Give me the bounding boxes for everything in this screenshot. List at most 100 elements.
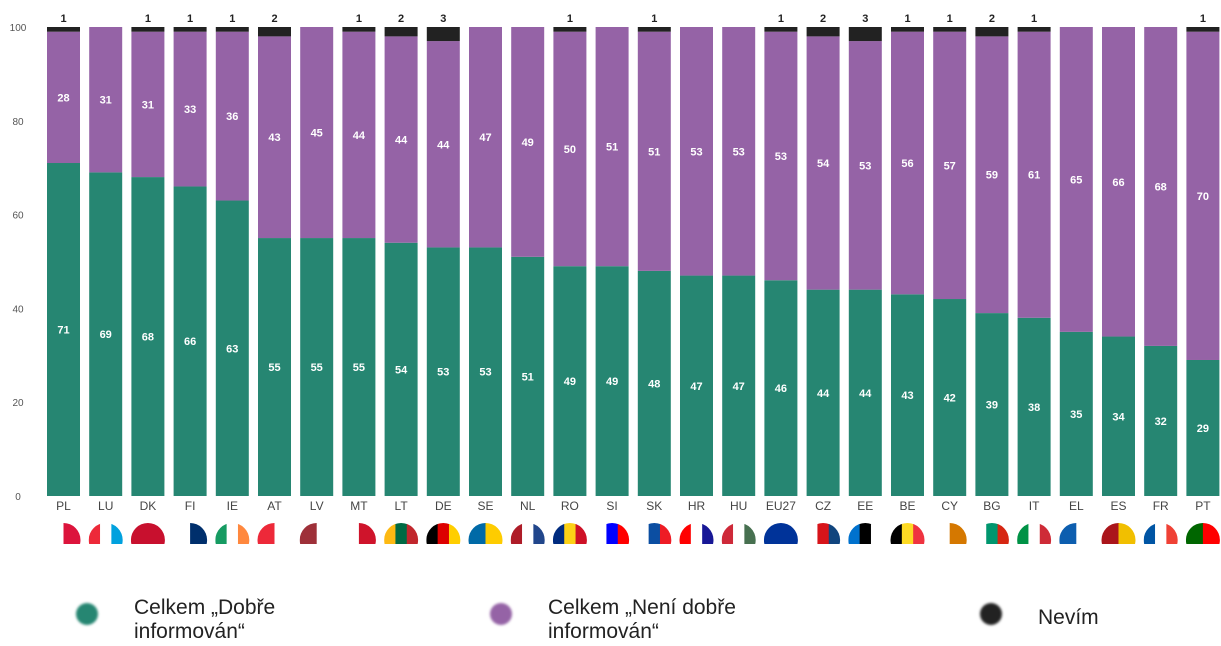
data-label-not-well-informed: 53 <box>859 160 871 172</box>
bar-group-ee: 44 53 3 <box>848 13 882 496</box>
x-tick-label: HR <box>688 499 706 513</box>
data-label-dont-know: 1 <box>187 13 193 25</box>
bar-segment-not-well-informed <box>848 41 882 290</box>
data-label-dont-know: 1 <box>904 13 910 25</box>
bar-group-eu27: 46 53 1 <box>764 13 798 496</box>
data-label-not-well-informed: 44 <box>437 139 450 151</box>
country-flags <box>46 523 1220 544</box>
data-label-not-well-informed: 47 <box>479 132 491 144</box>
bar-segment-dont-know <box>806 27 840 37</box>
data-label-well-informed: 47 <box>733 381 745 393</box>
flag-es-icon <box>1101 523 1136 544</box>
bar-segment-dont-know <box>1186 27 1220 32</box>
data-label-dont-know: 1 <box>1031 13 1037 25</box>
bar-group-bg: 39 59 2 <box>975 13 1009 496</box>
bar-segment-not-well-informed <box>1017 31 1051 318</box>
bar-segment-well-informed <box>891 294 924 496</box>
bar-segment-dont-know <box>764 27 798 32</box>
data-label-dont-know: 3 <box>440 13 446 25</box>
data-label-well-informed: 55 <box>311 362 323 374</box>
bar-segment-well-informed <box>215 200 249 496</box>
legend-label-dont-know: Nevím <box>1038 606 1099 629</box>
data-label-well-informed: 63 <box>226 343 238 355</box>
data-label-not-well-informed: 28 <box>57 92 69 104</box>
flag-cy-icon <box>932 523 967 544</box>
bar-group-cz: 44 54 2 <box>806 13 840 496</box>
legend-item-not-well-informed: Celkem „Není dobře informován“ <box>490 596 736 644</box>
flag-ro-icon <box>552 523 587 544</box>
bar-segment-dont-know <box>848 27 882 42</box>
flag-it-icon <box>1017 523 1052 544</box>
bar-group-fi: 66 33 1 <box>173 13 207 496</box>
flag-de-icon <box>426 523 461 544</box>
x-tick-label: LT <box>395 499 409 513</box>
bar-segment-dont-know <box>173 27 207 32</box>
bar-segment-well-informed <box>1186 359 1220 496</box>
bar-segment-not-well-informed <box>764 31 798 281</box>
data-label-not-well-informed: 61 <box>1028 170 1040 182</box>
data-label-well-informed: 54 <box>395 364 408 376</box>
data-label-well-informed: 53 <box>479 367 491 379</box>
bar-group-el: 35 65 <box>1059 27 1093 496</box>
legend-item-dont-know: Nevím <box>980 596 1099 630</box>
bar-segment-not-well-informed <box>806 36 840 290</box>
x-tick-label: RO <box>561 499 579 513</box>
data-label-not-well-informed: 51 <box>648 146 660 158</box>
bar-segment-well-informed <box>595 266 629 496</box>
bar-segment-well-informed <box>1017 317 1051 496</box>
data-label-well-informed: 42 <box>944 393 956 405</box>
data-label-well-informed: 46 <box>775 383 787 395</box>
x-tick-label: BE <box>899 499 915 513</box>
bar-segment-well-informed <box>426 247 460 496</box>
x-tick-label: EU27 <box>766 499 796 513</box>
bar-group-lt: 54 44 2 <box>384 13 418 496</box>
x-tick-label: CZ <box>815 499 831 513</box>
data-label-well-informed: 49 <box>564 376 576 388</box>
x-tick-label: AT <box>267 499 282 513</box>
x-tick-label: SK <box>646 499 662 513</box>
bar-group-si: 49 51 <box>595 27 629 496</box>
data-label-well-informed: 51 <box>522 371 534 383</box>
bar-group-dk: 68 31 1 <box>131 13 165 496</box>
data-label-not-well-informed: 44 <box>353 130 366 142</box>
y-tick-label: 20 <box>12 398 24 409</box>
data-label-dont-know: 1 <box>229 13 235 25</box>
x-tick-label: LV <box>310 499 324 513</box>
bar-segment-well-informed <box>469 247 502 496</box>
data-label-well-informed: 69 <box>100 329 112 341</box>
bar-segment-not-well-informed <box>553 31 587 267</box>
data-label-not-well-informed: 59 <box>986 170 998 182</box>
flag-be-icon <box>890 523 925 544</box>
bar-group-ie: 63 36 1 <box>215 13 249 496</box>
x-tick-label: BG <box>983 499 1000 513</box>
data-label-not-well-informed: 66 <box>1112 177 1124 189</box>
bar-segment-dont-know <box>891 27 924 32</box>
flag-ie-icon <box>215 523 250 544</box>
bar-group-pl: 71 28 1 <box>47 13 80 496</box>
bar-group-be: 43 56 1 <box>891 13 924 496</box>
legend-swatch-dont-know <box>980 603 1002 625</box>
bar-segment-dont-know <box>426 27 460 42</box>
data-label-not-well-informed: 53 <box>690 146 702 158</box>
bar-segment-well-informed <box>89 172 123 496</box>
data-label-not-well-informed: 31 <box>142 99 154 111</box>
flag-lv-icon <box>299 523 334 544</box>
data-label-well-informed: 34 <box>1112 411 1125 423</box>
bar-segment-not-well-informed <box>511 27 545 257</box>
bar-segment-well-informed <box>933 299 967 496</box>
data-label-not-well-informed: 43 <box>268 132 280 144</box>
bars: 7128169316831166331633615543255455544154… <box>47 13 1220 497</box>
bar-group-lv: 55 45 <box>300 27 334 497</box>
bar-segment-dont-know <box>637 27 671 32</box>
bar-segment-well-informed <box>848 289 882 496</box>
data-label-not-well-informed: 56 <box>901 158 913 170</box>
data-label-not-well-informed: 51 <box>606 142 618 154</box>
data-label-not-well-informed: 53 <box>775 151 787 163</box>
bar-segment-not-well-informed <box>469 27 502 248</box>
y-tick-label: 40 <box>12 304 24 315</box>
bar-segment-not-well-informed <box>1102 27 1135 337</box>
bar-segment-well-informed <box>975 313 1009 496</box>
data-label-well-informed: 39 <box>986 400 998 412</box>
bar-segment-dont-know <box>553 27 587 32</box>
